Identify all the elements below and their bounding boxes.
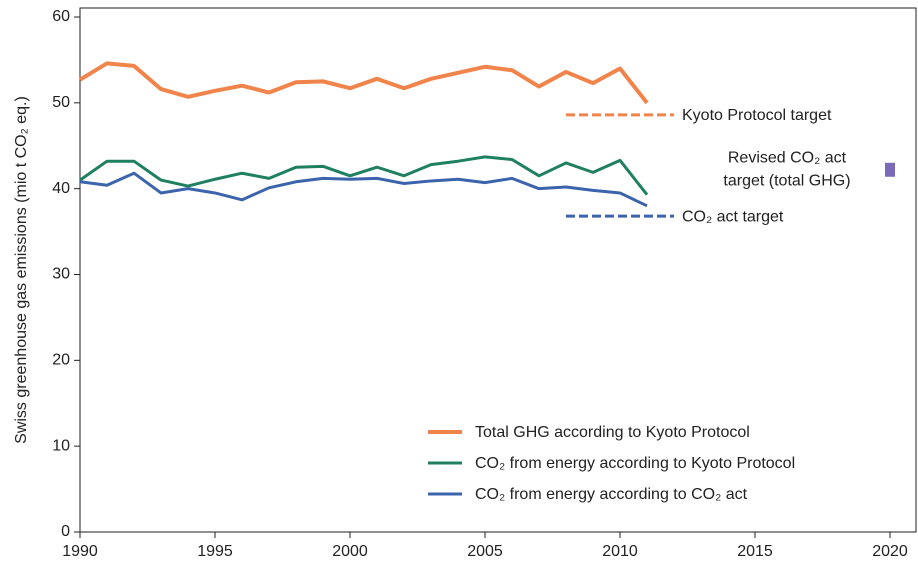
x-tick-label: 2020: [872, 543, 908, 560]
y-tick-label: 20: [52, 352, 70, 369]
y-tick-label: 30: [52, 266, 70, 283]
y-tick-label: 50: [52, 94, 70, 111]
target-marker: [885, 162, 895, 177]
y-tick-label: 10: [52, 437, 70, 454]
target-label: CO₂ act target: [682, 208, 784, 225]
legend-label: CO₂ from energy according to CO₂ act: [475, 486, 748, 503]
series-line: [78, 61, 649, 105]
series-line: [79, 171, 648, 208]
x-tick-label: 2005: [467, 543, 503, 560]
legend-label: Total GHG according to Kyoto Protocol: [475, 424, 750, 441]
target-label: Kyoto Protocol target: [682, 107, 832, 124]
x-tick-label: 2000: [332, 543, 368, 560]
y-tick-label: 40: [52, 180, 70, 197]
y-tick-label: 0: [61, 523, 70, 540]
y-axis-label: Swiss greenhouse gas emissions (mio t CO…: [13, 96, 30, 444]
x-tick-label: 2010: [602, 543, 638, 560]
x-tick-label: 2015: [737, 543, 773, 560]
legend-label: CO₂ from energy according to Kyoto Proto…: [475, 455, 795, 472]
plot-frame: [79, 7, 917, 533]
y-tick-label: 60: [52, 8, 70, 25]
series-line: [79, 155, 649, 196]
x-tick-label: 1995: [197, 543, 233, 560]
target-label: target (total GHG): [723, 173, 850, 190]
target-label: Revised CO₂ act: [728, 150, 847, 167]
x-tick-label: 1990: [62, 543, 98, 560]
